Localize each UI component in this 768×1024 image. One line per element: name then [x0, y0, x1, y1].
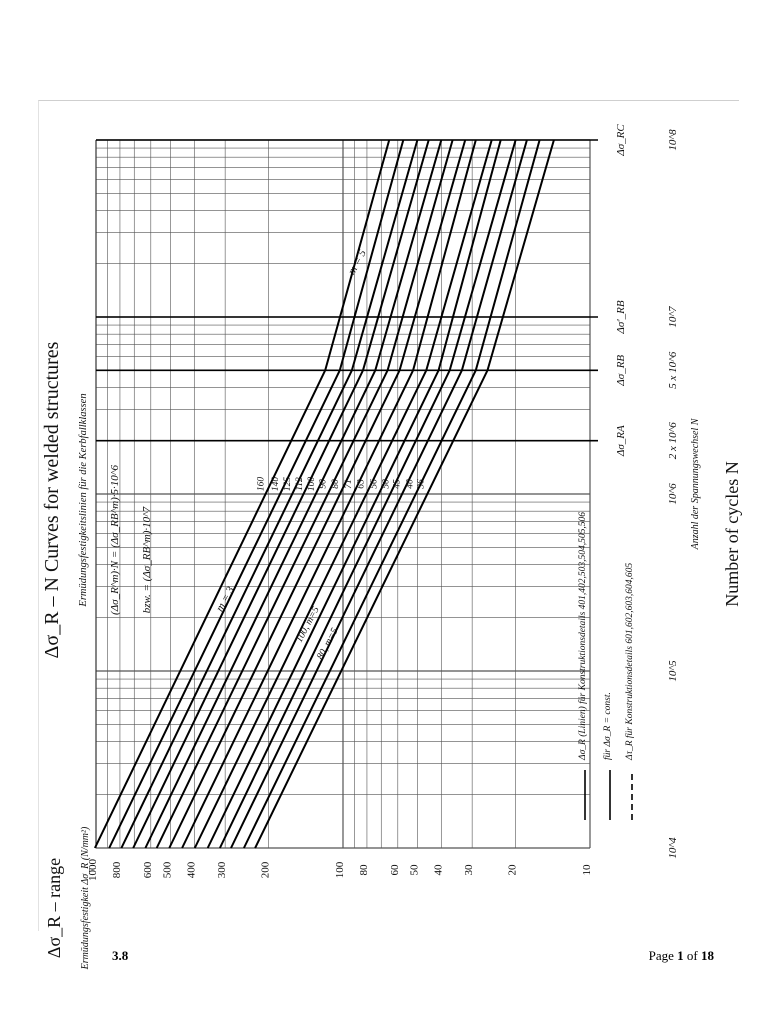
- stress-tick-label: 40: [432, 864, 444, 876]
- cycles-tick-label: 10^5: [667, 660, 679, 682]
- stress-tick-label: 80: [358, 864, 370, 876]
- stress-tick-label: 200: [260, 861, 272, 878]
- page-current: 1: [677, 948, 684, 963]
- category-label: 90: [318, 479, 328, 489]
- sn-curve-140: [108, 139, 405, 849]
- cycles-tick-label: 10^6: [667, 483, 679, 505]
- category-label: 125: [283, 477, 293, 492]
- reference-label: Δσ_RC: [615, 124, 627, 157]
- category-label: 50: [382, 479, 392, 489]
- sn-curve-125: [120, 139, 419, 849]
- cycles-tick-label: 10^8: [667, 129, 679, 151]
- y-axis-title-german: Ermüdungsfestigkeit Δσ_R (N/mm²): [80, 826, 91, 970]
- category-label: 45: [393, 479, 403, 489]
- chart-title: Δσ_R – N Curves for welded structures: [41, 341, 63, 658]
- x-axis-title-german: Anzahl der Spannungswechsel N: [690, 417, 701, 550]
- category-label: 40: [406, 479, 416, 489]
- stress-tick-label: 400: [185, 861, 197, 878]
- equation-1: (Δσ_R^m)·N = (Δσ_RB^m)·5·10^6: [109, 465, 121, 615]
- stress-tick-label: 500: [161, 861, 173, 878]
- page-indicator: Page 1 of 18: [649, 948, 714, 964]
- stress-tick-label: 600: [142, 861, 154, 878]
- section-number: 3.8: [112, 948, 129, 963]
- legend-entry: Δτ_R für Konstruktionsdetails 601,602,60…: [624, 563, 635, 761]
- page-of: of: [686, 948, 698, 963]
- reference-label: Δσ_RA: [615, 425, 627, 457]
- x-axis-title: Number of cycles N: [722, 461, 742, 606]
- cycles-tick-label: 10^7: [667, 306, 679, 328]
- sn-curve-90: [155, 139, 454, 849]
- sn-curve-36: [254, 139, 555, 849]
- category-label: 36: [417, 479, 427, 490]
- chart-subtitle: Ermüdungsfestigkeitslinien für die Kerbf…: [78, 393, 89, 607]
- category-label: 160: [257, 477, 267, 492]
- slope-label: m = 3: [214, 584, 237, 613]
- equation-2: bzw. = (Δσ_RB^m)·10^7: [141, 506, 153, 613]
- y-axis-title: Δσ_R – range: [44, 858, 64, 958]
- reference-label: Δσ_RB: [615, 355, 627, 387]
- stress-tick-label: 300: [216, 861, 228, 878]
- legend-entry: Δσ_R (Linien) für Konstruktionsdetails 4…: [577, 512, 588, 761]
- sn-curve-45: [230, 139, 528, 849]
- category-label: 63: [356, 479, 366, 489]
- sn-curve-160: [93, 139, 391, 849]
- sn-curve-63: [193, 139, 493, 849]
- scanned-chart-frame: [38, 100, 739, 931]
- legend-entry: für Δσ_R = const.: [602, 692, 613, 760]
- sn-curve-80: [168, 139, 467, 849]
- stress-tick-label: 100: [334, 861, 346, 878]
- legend-group: [584, 770, 633, 820]
- stress-tick-label: 30: [463, 864, 475, 876]
- category-label: 56: [369, 479, 379, 489]
- sn-curve-112: [132, 139, 430, 849]
- sn-curve-40: [243, 139, 541, 849]
- slope-label: 100, m=5: [294, 605, 322, 645]
- cycles-tick-label: 2 x 10^6: [667, 422, 679, 460]
- slope-label: m = 5: [346, 247, 369, 276]
- sn-curve-71: [181, 139, 477, 849]
- page-label: Page: [648, 948, 674, 963]
- sn-curve-56: [206, 139, 502, 849]
- category-label: 100: [307, 477, 317, 492]
- category-label: 112: [295, 477, 305, 491]
- stress-tick-label: 60: [389, 864, 401, 876]
- page-total: 18: [701, 948, 714, 963]
- stress-tick-label: 10: [581, 864, 593, 876]
- sn-curve-100: [144, 139, 443, 849]
- category-label: 140: [271, 477, 281, 492]
- reference-label: Δσ'_RB: [615, 300, 627, 334]
- stress-tick-label: 800: [111, 861, 123, 878]
- cycles-tick-label: 5 x 10^6: [667, 351, 679, 389]
- page-footer: 3.8 Page 1 of 18: [0, 948, 768, 972]
- category-label: 71: [344, 479, 354, 489]
- stress-tick-label: 20: [507, 864, 519, 876]
- category-label: 80: [331, 479, 341, 489]
- stress-tick-label: 50: [408, 864, 420, 876]
- cycles-tick-label: 10^4: [667, 837, 679, 859]
- series-group: [93, 139, 555, 849]
- sn-curve-50: [218, 139, 517, 849]
- stress-tick-label: 1000: [87, 859, 99, 882]
